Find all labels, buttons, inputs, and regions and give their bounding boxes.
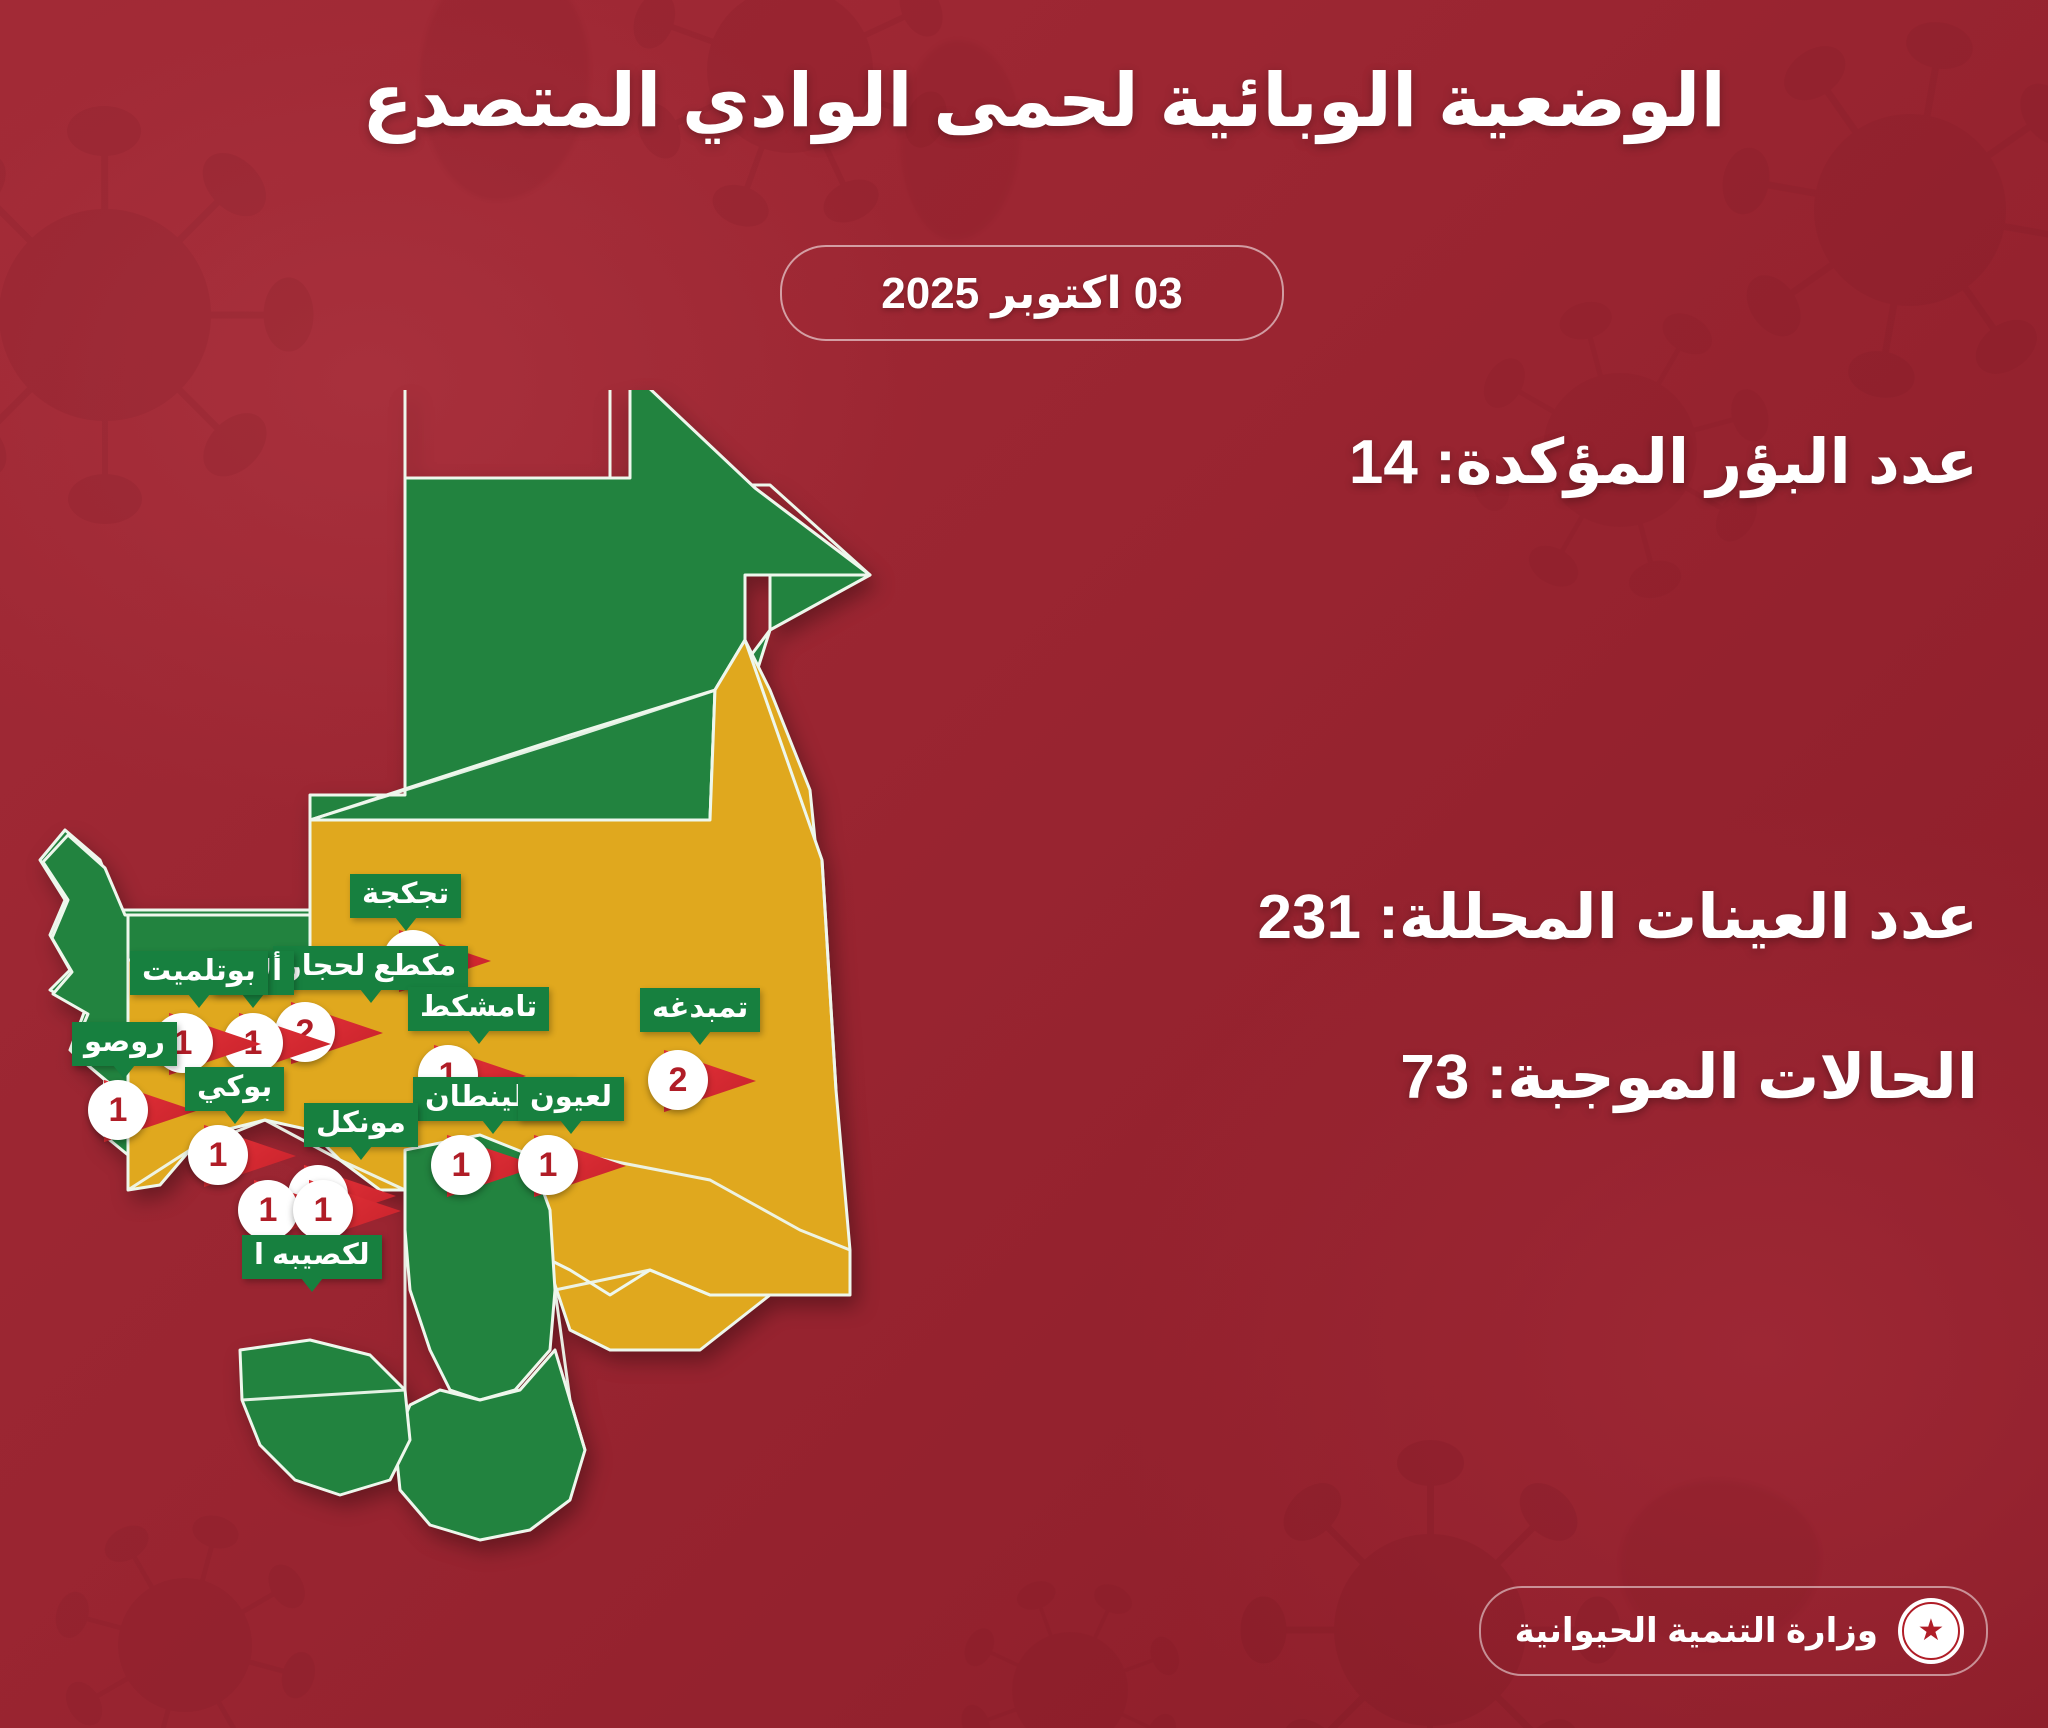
virus-decoration-icon — [980, 1600, 1160, 1728]
background-blob — [1620, 1480, 1820, 1650]
border-line-1 — [309, 688, 717, 822]
date-text: 03 اكتوبر 2025 — [881, 268, 1183, 318]
ministry-name: وزارة التنمية الحيوانية — [1514, 1612, 1878, 1650]
marker-label: تامشكط — [408, 987, 550, 1044]
background-blob — [900, 40, 1020, 240]
virus-decoration-icon — [1500, 330, 1740, 570]
virus-decoration-icon — [1760, 60, 2048, 360]
virus-decoration-icon — [660, 0, 920, 200]
marker-label-lekseiba: لكصيبه ا — [242, 1235, 382, 1292]
border-line-4 — [127, 1118, 406, 1192]
date-badge: 03 اكتوبر 2025 — [780, 245, 1284, 341]
marker-label: مونكل — [304, 1103, 418, 1160]
marker-count: 2 — [648, 1050, 708, 1110]
marker-count: 1 — [431, 1135, 491, 1195]
virus-decoration-icon — [1280, 1480, 1580, 1728]
border-line-8 — [553, 1289, 587, 1451]
marker-label: مكطع لحجار — [273, 946, 469, 1003]
mauritania-map: تجكجة 1 مكطع لحجار 2 ألاك 1 بوتلميت 1 رو… — [10, 390, 1130, 1680]
border-line-9 — [241, 1388, 406, 1402]
region-south-green-strip — [238, 1338, 412, 1497]
marker-count: 1 — [188, 1125, 248, 1185]
stat-positive-cases: الحالات الموجبة: 73 — [1400, 1043, 1978, 1112]
virus-decoration-icon — [0, 150, 270, 525]
ministry-seal-icon: ★ — [1898, 1598, 1964, 1664]
marker-label: تمبدغه — [640, 988, 761, 1045]
border-line-6 — [554, 1148, 851, 1252]
stat-confirmed-foci: عدد البؤر المؤكدة: 14 — [1348, 428, 1978, 497]
footer-ministry-badge: ★ وزارة التنمية الحيوانية — [1478, 1586, 1988, 1676]
stat-analyzed-samples: عدد العينات المحللة: 231 — [1257, 883, 1979, 952]
marker-count: 1 — [88, 1080, 148, 1140]
marker-label: بوكي — [185, 1067, 285, 1124]
marker-label: روصو — [72, 1022, 177, 1079]
border-line-7 — [554, 1268, 711, 1297]
marker-count: 1 — [238, 1180, 298, 1240]
marker-label: بوتلميت — [130, 951, 268, 1008]
marker-label: تجكجة — [350, 874, 462, 931]
marker-count: 1 — [293, 1180, 353, 1240]
border-line-10 — [820, 859, 838, 1091]
virus-decoration-icon — [80, 1540, 290, 1728]
marker-label: لعيون — [518, 1077, 625, 1134]
page-title: الوضعية الوبائية لحمى الوادي المتصدع — [362, 59, 1726, 142]
marker-count: 1 — [518, 1135, 578, 1195]
